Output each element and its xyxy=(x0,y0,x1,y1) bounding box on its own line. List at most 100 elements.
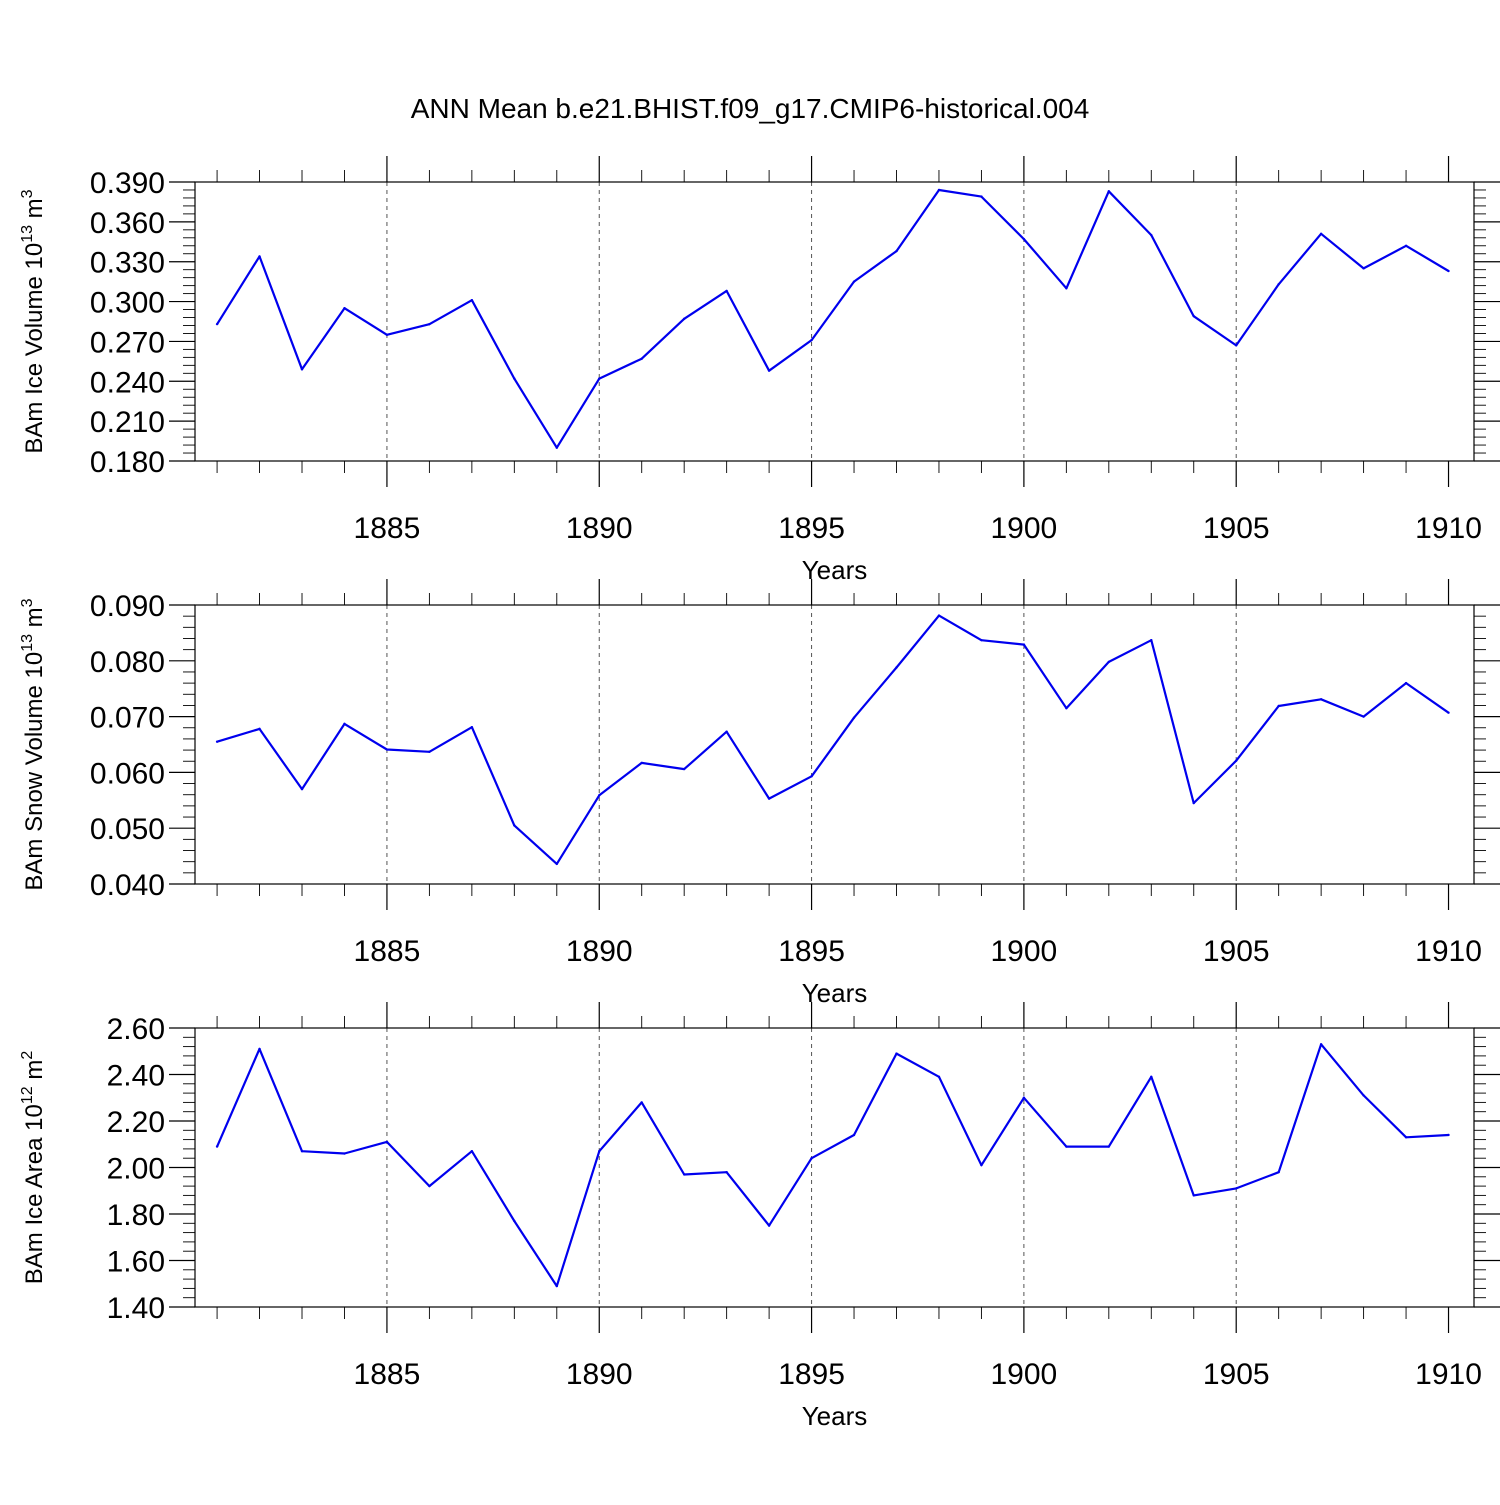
data-point xyxy=(640,357,643,360)
x-tick-label-1905: 1905 xyxy=(1203,935,1270,968)
data-point xyxy=(980,195,983,198)
data-point xyxy=(300,1150,304,1153)
data-point xyxy=(470,1150,474,1153)
plot-frame xyxy=(194,181,1475,462)
x-tick-label-1890: 1890 xyxy=(566,512,633,545)
data-point xyxy=(1277,1170,1280,1174)
data-point xyxy=(215,1145,219,1148)
y-tick-label: 1.60 xyxy=(107,1246,165,1279)
y-tick-label: 0.300 xyxy=(90,287,165,320)
data-point xyxy=(1319,1043,1323,1046)
data-point xyxy=(1404,1136,1408,1139)
data-point xyxy=(555,862,558,866)
y-axis-label: BAm Ice Volume 1013 m3 xyxy=(19,189,48,453)
data-point xyxy=(555,446,558,449)
y-label-superscript: 3 xyxy=(19,189,36,198)
x-axis-label: Years xyxy=(802,978,868,1008)
y-tick-label: 0.040 xyxy=(90,869,165,902)
data-point xyxy=(343,1152,346,1155)
data-point xyxy=(1065,287,1068,290)
series-line-ice-area xyxy=(216,1043,1449,1288)
y-tick-label: 0.070 xyxy=(90,702,165,735)
y-axis-label: BAm Ice Area 1012 m2 xyxy=(19,1051,48,1285)
data-point xyxy=(300,368,304,371)
data-point xyxy=(1150,233,1153,237)
series-line-ice-volume xyxy=(216,188,1450,449)
data-point xyxy=(215,740,219,743)
x-tick-label-1890: 1890 xyxy=(566,935,633,968)
x-tick-label-1900: 1900 xyxy=(991,512,1058,545)
data-point xyxy=(1319,232,1323,236)
y-tick-label: 1.80 xyxy=(107,1199,165,1232)
data-point xyxy=(810,1157,813,1160)
data-point xyxy=(1404,244,1408,247)
data-point xyxy=(725,1170,728,1174)
data-point xyxy=(1150,638,1153,642)
x-tick-label-1890: 1890 xyxy=(566,1358,633,1391)
data-point xyxy=(428,1184,431,1188)
data-point xyxy=(682,767,686,771)
data-point xyxy=(725,289,728,293)
x-axis-label: Years xyxy=(802,555,868,585)
data-point xyxy=(937,614,941,617)
data-point xyxy=(1235,759,1238,762)
data-point xyxy=(1277,704,1280,708)
x-tick-label-1885: 1885 xyxy=(354,935,421,968)
data-point xyxy=(385,1140,389,1144)
data-point xyxy=(980,638,983,642)
y-label-superscript: 3 xyxy=(19,598,36,607)
data-point xyxy=(258,727,261,731)
data-point xyxy=(1319,698,1323,701)
data-point xyxy=(640,1101,643,1104)
x-tick-label-1885: 1885 xyxy=(354,1358,421,1391)
data-point xyxy=(937,188,941,192)
y-tick-label: 2.00 xyxy=(107,1153,165,1186)
y-tick-label: 0.080 xyxy=(90,646,165,679)
data-point xyxy=(1107,190,1111,193)
y-tick-label: 0.390 xyxy=(90,167,165,200)
y-tick-label: 0.060 xyxy=(90,757,165,790)
y-label-superscript: 12 xyxy=(19,1086,36,1104)
x-tick-label-1910: 1910 xyxy=(1415,1358,1482,1391)
x-tick-label-1900: 1900 xyxy=(991,1358,1058,1391)
data-point xyxy=(598,377,601,380)
data-point xyxy=(598,1150,601,1153)
data-point xyxy=(1362,1094,1365,1097)
x-axis-label: Years xyxy=(802,1401,868,1431)
data-point xyxy=(1447,1133,1450,1137)
x-tick-label-1910: 1910 xyxy=(1415,935,1482,968)
data-point xyxy=(810,775,813,778)
data-point xyxy=(852,1133,856,1137)
data-point xyxy=(725,730,728,733)
y-label-text: m xyxy=(21,1060,48,1087)
y-tick-label: 0.050 xyxy=(90,813,165,846)
data-point xyxy=(343,307,346,310)
y-label-text: BAm Ice Volume 10 xyxy=(21,243,48,454)
y-tick-label: 0.360 xyxy=(90,207,165,240)
y-label-superscript: 2 xyxy=(19,1051,36,1060)
y-tick-label: 0.330 xyxy=(90,247,165,280)
chart-title: ANN Mean b.e21.BHIST.f09_g17.CMIP6-histo… xyxy=(411,93,1090,124)
panel-snow-volume: 0.040 0.050 0.060 0.070 0.080 0.090 1885 1890 18… xyxy=(19,579,1500,1008)
data-point xyxy=(1107,1145,1111,1148)
data-point xyxy=(1022,1096,1026,1099)
data-point xyxy=(767,797,771,800)
data-point xyxy=(895,249,898,253)
data-point xyxy=(1447,269,1450,273)
data-point xyxy=(937,1075,941,1079)
panel-ice-volume: 0.180 0.210 0.240 0.270 0.300 0.330 0.360 0.390… xyxy=(19,156,1500,585)
data-point xyxy=(385,333,389,336)
data-point xyxy=(598,794,601,797)
data-point xyxy=(385,748,389,751)
y-axis-label: BAm Snow Volume 1013 m3 xyxy=(19,598,48,890)
x-tick-label-1895: 1895 xyxy=(778,935,845,968)
data-point xyxy=(470,726,474,729)
data-point xyxy=(555,1284,558,1288)
data-point xyxy=(1362,267,1365,270)
data-point xyxy=(895,666,898,669)
y-tick-label: 2.20 xyxy=(107,1106,165,1139)
data-point xyxy=(1065,1145,1068,1148)
x-tick-label-1885: 1885 xyxy=(354,512,421,545)
data-point xyxy=(852,280,856,283)
